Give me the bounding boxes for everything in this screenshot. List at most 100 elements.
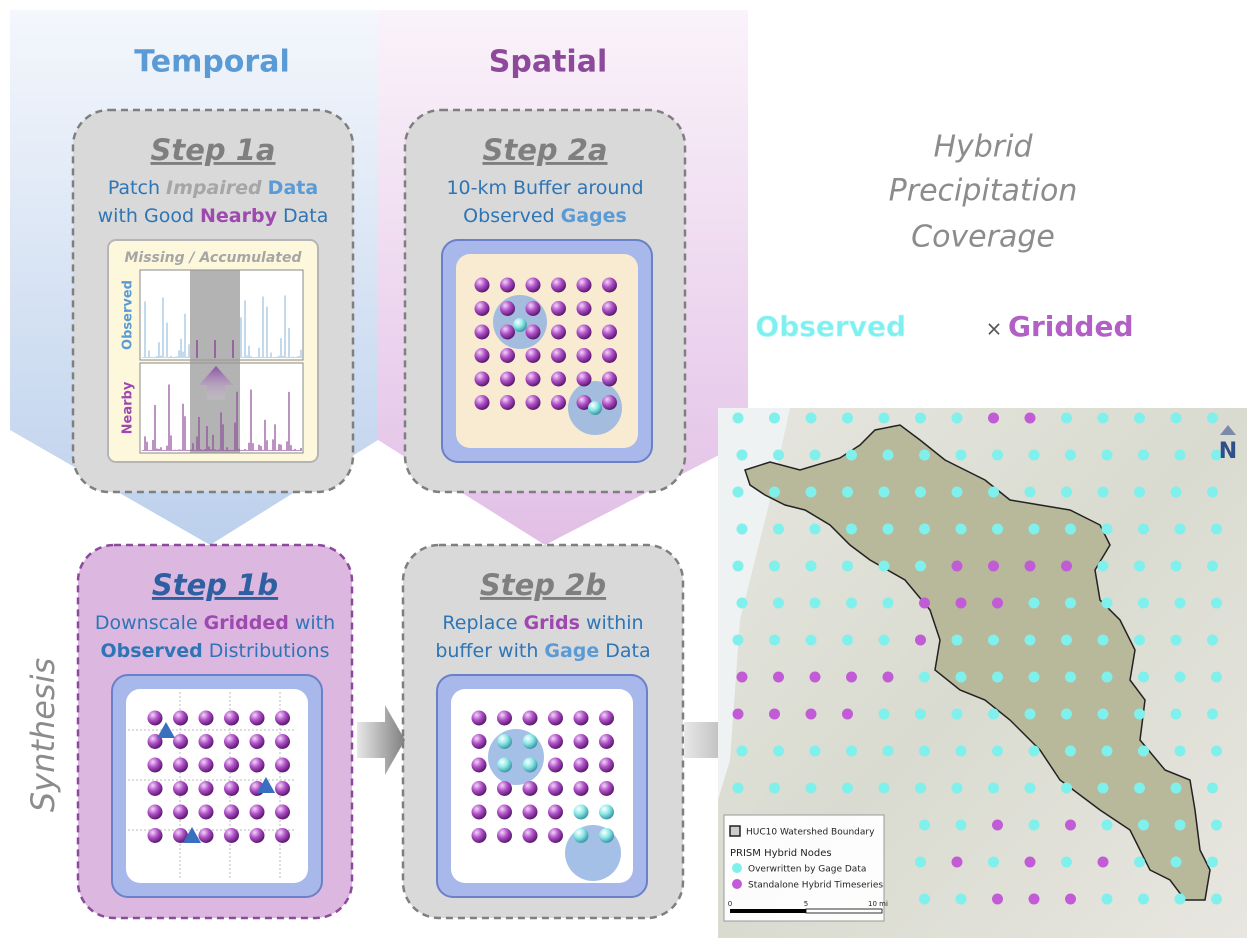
map-node xyxy=(951,782,963,794)
step-description: Replace Grids within xyxy=(442,612,643,634)
grid-node xyxy=(275,781,290,796)
legend-box xyxy=(723,814,885,922)
map-node xyxy=(1061,634,1072,646)
description-part: Patch xyxy=(108,177,160,199)
map-node xyxy=(992,449,1003,461)
map-node xyxy=(805,560,817,572)
description-part: Distributions xyxy=(209,640,330,662)
map-node xyxy=(736,523,748,535)
description-part: within xyxy=(586,612,644,634)
map-node xyxy=(1024,486,1036,498)
map-node xyxy=(1065,597,1076,609)
legend-heading: PRISM Hybrid Nodes xyxy=(730,848,832,859)
map-node xyxy=(882,523,894,535)
map-node xyxy=(1174,597,1186,609)
scale-bar xyxy=(805,908,883,914)
map-node xyxy=(915,560,926,572)
grid-node xyxy=(275,757,290,773)
grid-node xyxy=(198,804,214,820)
grid-node xyxy=(602,348,617,363)
times-label: × xyxy=(986,317,1003,341)
map-node xyxy=(1024,560,1036,572)
north-label: N xyxy=(1219,439,1237,464)
grid-node xyxy=(576,301,592,316)
map-node xyxy=(988,634,999,646)
inset-title: Missing / Accumulated xyxy=(124,250,302,266)
grid-node xyxy=(573,757,589,773)
grid-node xyxy=(147,757,163,773)
description-part: Downscale xyxy=(95,612,198,634)
map-node xyxy=(1170,856,1182,868)
gage xyxy=(588,401,602,415)
map-node xyxy=(773,449,784,461)
gage-node xyxy=(573,804,589,820)
map-node xyxy=(736,597,748,609)
map-node xyxy=(1061,560,1072,572)
map-node xyxy=(1138,745,1149,757)
map-node xyxy=(988,856,999,868)
grid-node xyxy=(525,277,541,293)
map-node xyxy=(809,523,821,535)
map-node xyxy=(1061,782,1072,794)
grid-node xyxy=(198,781,214,796)
map-node xyxy=(1174,449,1186,461)
map-node xyxy=(842,634,853,646)
map-node xyxy=(1134,782,1145,794)
map-node xyxy=(1138,893,1149,905)
grid-node xyxy=(551,371,566,387)
map-node xyxy=(1065,819,1076,831)
column-title: Spatial xyxy=(489,45,607,80)
map-node xyxy=(846,671,857,683)
grid-node xyxy=(525,371,541,387)
map-node xyxy=(809,745,821,757)
north-icon xyxy=(1220,425,1236,435)
map-node xyxy=(951,634,963,646)
gage-node xyxy=(497,734,512,749)
map-node xyxy=(769,708,780,720)
grid-node xyxy=(573,734,589,749)
map-node xyxy=(992,671,1003,683)
description-part: Gages xyxy=(561,205,627,227)
grid-node xyxy=(602,395,617,410)
grid-node xyxy=(573,781,589,796)
map-node xyxy=(955,671,967,683)
legend-label: HUC10 Watershed Boundary xyxy=(746,828,875,838)
legend-label: Overwritten by Gage Data xyxy=(748,865,866,875)
map-node xyxy=(951,708,963,720)
step-description: Downscale Gridded with xyxy=(95,612,335,634)
grid-node xyxy=(500,324,515,340)
description-part: Gage xyxy=(544,640,599,662)
grid-node xyxy=(602,324,617,340)
description-part: buffer with xyxy=(435,640,538,662)
grid-node xyxy=(224,734,239,749)
grid-node xyxy=(525,301,541,316)
grid-node xyxy=(599,734,614,749)
map-node xyxy=(805,634,817,646)
map-node xyxy=(1211,523,1222,535)
map-node xyxy=(769,486,780,498)
map-node xyxy=(1065,893,1076,905)
map-node xyxy=(915,412,926,424)
map-node xyxy=(1097,708,1109,720)
map-node xyxy=(846,745,857,757)
grid-node xyxy=(471,828,487,843)
map-node xyxy=(1134,634,1145,646)
grid-node xyxy=(173,804,188,820)
map-node xyxy=(882,597,894,609)
axis-label: Observed xyxy=(121,280,136,350)
map-node xyxy=(1134,560,1145,572)
map-node xyxy=(1174,745,1186,757)
map-node xyxy=(1170,486,1182,498)
map-node xyxy=(773,671,784,683)
gage-node xyxy=(599,804,614,820)
map-node xyxy=(1174,523,1186,535)
map-node xyxy=(1211,819,1222,831)
legend: HUC10 Watershed Boundary PRISM Hybrid No… xyxy=(723,814,888,922)
axis-label: Nearby xyxy=(121,381,136,434)
map-node xyxy=(992,819,1003,831)
grid-node xyxy=(599,757,614,773)
map-node xyxy=(988,782,999,794)
map-node xyxy=(842,708,853,720)
grid-node xyxy=(602,301,617,316)
map-node xyxy=(1170,782,1182,794)
